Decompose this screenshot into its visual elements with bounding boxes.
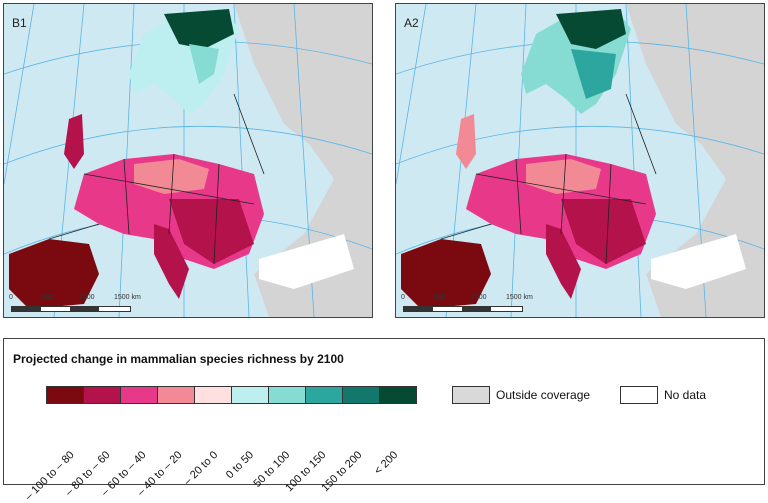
- scale-tick: 500: [434, 294, 446, 301]
- map-label-a2: A2: [404, 16, 419, 30]
- legend-swatch: [379, 386, 417, 404]
- no-data-area: [651, 234, 746, 289]
- legend-class-label: 0 to 50: [224, 449, 257, 482]
- legend-swatch: [231, 386, 268, 404]
- balkans: [169, 199, 254, 264]
- legend-class-label: < 200: [372, 449, 401, 478]
- scale-tick: 1000: [79, 294, 95, 301]
- no-data-label: No data: [664, 388, 707, 402]
- scale-tick: 1500 km: [114, 294, 141, 301]
- map-panel-a2: A2 0 500 1000 1500 km: [395, 3, 765, 318]
- no-data-area: [259, 234, 354, 289]
- outside-coverage-label: Outside coverage: [496, 388, 591, 402]
- outside-coverage-swatch: [452, 386, 490, 404]
- legend-swatch: [83, 386, 120, 404]
- scale-bar: 0 500 1000 1500 km: [401, 294, 541, 317]
- country-borders: [440, 93, 657, 265]
- legend-swatch: [46, 386, 83, 404]
- italy: [546, 224, 581, 299]
- uk: [456, 114, 476, 169]
- uk: [64, 114, 84, 169]
- no-data-swatch: [620, 386, 658, 404]
- scale-tick: 1500 km: [506, 294, 533, 301]
- north-scandinavia-high: [556, 9, 626, 49]
- legend-swatch: [268, 386, 305, 404]
- north-scandinavia-high: [164, 9, 234, 49]
- scale-tick: 0: [9, 294, 13, 301]
- scale-bar: 0 500 1000 1500 km: [9, 294, 149, 317]
- finland-area: [189, 44, 219, 84]
- legend-swatch: [305, 386, 342, 404]
- map-label-b1: B1: [12, 16, 27, 30]
- finland-area: [571, 49, 616, 99]
- italy: [154, 224, 189, 299]
- map-svg-a2: [396, 4, 764, 317]
- legend-swatches: [46, 386, 417, 404]
- germany-poland: [526, 159, 601, 194]
- scale-tick: 0: [401, 294, 405, 301]
- map-panel-b1: B1 0 500 1000 1500 km: [3, 3, 373, 318]
- legend-swatch: [157, 386, 194, 404]
- legend-swatch: [120, 386, 157, 404]
- legend-swatch: [342, 386, 379, 404]
- country-borders: [48, 93, 265, 265]
- legend-class-label: – 20 to 0: [181, 449, 221, 488]
- iberia: [401, 239, 491, 309]
- legend-swatch: [194, 386, 231, 404]
- balkans: [561, 199, 646, 264]
- scale-tick: 1000: [471, 294, 487, 301]
- map-svg-b1: [4, 4, 372, 317]
- legend: Projected change in mammalian species ri…: [3, 338, 765, 503]
- germany-poland: [134, 159, 209, 194]
- scale-tick: 500: [42, 294, 54, 301]
- legend-title: Projected change in mammalian species ri…: [13, 352, 344, 366]
- iberia: [9, 239, 99, 309]
